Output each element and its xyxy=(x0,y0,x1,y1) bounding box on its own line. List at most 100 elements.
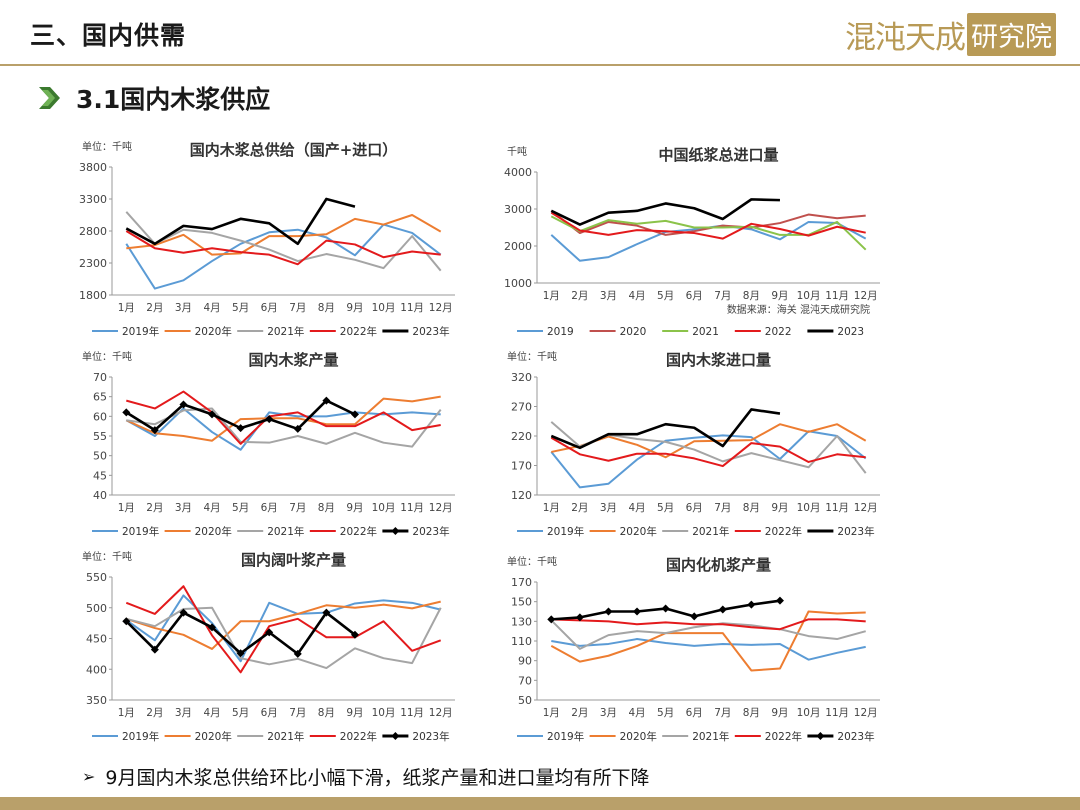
x-tick-label: 3月 xyxy=(175,302,192,314)
x-tick-label: 7月 xyxy=(714,502,731,514)
data-point xyxy=(322,396,331,405)
y-tick-label: 170 xyxy=(511,576,532,589)
x-tick-label: 7月 xyxy=(289,502,306,514)
chart-svg: 国内化机浆产量 单位：千吨 50 70 90 110 130 150 170 1月 2月 3月 4月 5月… xyxy=(507,555,880,743)
legend-label: 2022年 xyxy=(765,730,802,743)
data-point xyxy=(236,649,245,658)
legend-label: 2023年 xyxy=(412,525,449,538)
footnote: ➢ 9月国内木浆总供给环比小幅下滑，纸浆产量和进口量均有所下降 xyxy=(82,763,650,790)
legend-label: 2020 xyxy=(620,326,647,338)
data-point xyxy=(350,630,359,639)
chart-pulp-import-total: 中国纸浆总进口量 千吨 1000 2000 3000 4000 1月 2月 3月 4月 5月 6月 7月… xyxy=(495,140,890,345)
x-tick-label: 4月 xyxy=(203,302,220,314)
section-title: 三、国内供需 xyxy=(30,21,187,50)
legend-label: 2021 xyxy=(692,326,719,338)
y-tick-label: 550 xyxy=(86,571,107,584)
y-tick-label: 50 xyxy=(518,694,532,707)
header: 三、国内供需 混沌天成 研究院 xyxy=(0,0,1080,66)
footnote-text: 9月国内木浆总供给环比小幅下滑，纸浆产量和进口量均有所下降 xyxy=(105,767,650,789)
x-tick-label: 1月 xyxy=(543,707,560,719)
y-tick-label: 450 xyxy=(86,633,107,646)
x-tick-label: 12月 xyxy=(854,707,878,719)
series-line-3 xyxy=(551,618,866,631)
unit-label: 单位：千吨 xyxy=(82,550,132,563)
y-tick-label: 3300 xyxy=(79,193,107,206)
legend-label: 2022年 xyxy=(340,525,377,538)
chart-title: 国内阔叶浆产量 xyxy=(241,551,346,569)
y-tick-label: 3000 xyxy=(504,203,532,216)
y-tick-label: 50 xyxy=(93,450,107,463)
data-point xyxy=(293,649,302,658)
legend-label: 2023年 xyxy=(412,325,449,338)
series-line-1 xyxy=(550,610,866,672)
legend-label: 2021年 xyxy=(692,730,729,743)
x-tick-label: 12月 xyxy=(854,502,878,514)
x-tick-label: 4月 xyxy=(203,707,220,719)
series-line-2 xyxy=(126,407,442,448)
series-line-3 xyxy=(125,585,442,674)
legend-label: 2019年 xyxy=(122,525,159,538)
legend-label: 2022 xyxy=(765,326,792,338)
series-line-3 xyxy=(550,211,866,240)
data-point xyxy=(236,424,245,433)
chart-title: 国内木浆产量 xyxy=(248,351,338,369)
y-tick-label: 350 xyxy=(86,694,107,707)
series-line-0 xyxy=(551,638,866,661)
x-tick-label: 9月 xyxy=(771,707,788,719)
series-line-1 xyxy=(125,395,441,442)
x-tick-label: 1月 xyxy=(543,290,560,302)
x-tick-label: 7月 xyxy=(714,290,731,302)
y-tick-label: 120 xyxy=(511,489,532,502)
y-tick-label: 60 xyxy=(93,410,107,423)
series-line-3 xyxy=(126,390,441,445)
unit-label: 单位：千吨 xyxy=(82,350,132,363)
source-note: 数据来源：海关 混沌天成研究院 xyxy=(727,303,870,316)
data-point xyxy=(633,607,642,616)
legend-marker xyxy=(391,732,400,740)
legend-label: 2023年 xyxy=(412,730,449,743)
legend-label: 2022年 xyxy=(340,325,377,338)
header-divider xyxy=(0,64,1080,66)
x-tick-label: 12月 xyxy=(429,302,453,314)
x-tick-label: 10月 xyxy=(372,302,396,314)
x-tick-label: 10月 xyxy=(372,707,396,719)
x-tick-label: 9月 xyxy=(346,707,363,719)
unit-label: 单位：千吨 xyxy=(507,555,557,568)
x-tick-label: 5月 xyxy=(232,707,249,719)
x-tick-label: 2月 xyxy=(571,502,588,514)
data-point xyxy=(350,410,359,419)
series-line-4 xyxy=(125,197,356,246)
x-tick-label: 6月 xyxy=(686,290,703,302)
x-tick-label: 4月 xyxy=(628,707,645,719)
y-tick-label: 55 xyxy=(93,430,107,443)
logo-text-a: 混沌天成 xyxy=(845,19,966,56)
y-tick-label: 90 xyxy=(518,655,532,668)
x-tick-label: 2月 xyxy=(146,502,163,514)
y-tick-label: 110 xyxy=(511,635,532,648)
x-tick-label: 6月 xyxy=(261,707,278,719)
x-tick-label: 5月 xyxy=(657,707,674,719)
x-tick-label: 8月 xyxy=(318,707,335,719)
chart-title: 中国纸浆总进口量 xyxy=(658,146,778,164)
x-tick-label: 9月 xyxy=(346,302,363,314)
legend-marker xyxy=(391,527,400,535)
x-tick-label: 11月 xyxy=(825,502,849,514)
data-point xyxy=(661,604,670,613)
x-tick-label: 2月 xyxy=(146,302,163,314)
legend-label: 2021年 xyxy=(692,525,729,538)
x-tick-label: 3月 xyxy=(600,502,617,514)
x-tick-label: 3月 xyxy=(600,707,617,719)
data-point xyxy=(547,615,556,624)
x-tick-label: 10月 xyxy=(797,502,821,514)
chart-title: 国内木浆进口量 xyxy=(666,351,771,369)
data-point xyxy=(575,613,584,622)
legend-label: 2019年 xyxy=(122,730,159,743)
series-line-0 xyxy=(125,223,442,290)
chart-total-supply: 国内木浆总供给（国产+进口） 单位：千吨 1800 2300 2800 3300 3800 1… xyxy=(70,135,465,345)
data-point xyxy=(604,607,613,616)
unit-label: 单位：千吨 xyxy=(82,140,132,153)
x-tick-label: 8月 xyxy=(318,502,335,514)
chart-title: 国内化机浆产量 xyxy=(666,556,771,574)
series-line-3 xyxy=(125,230,441,266)
y-tick-label: 65 xyxy=(93,391,107,404)
